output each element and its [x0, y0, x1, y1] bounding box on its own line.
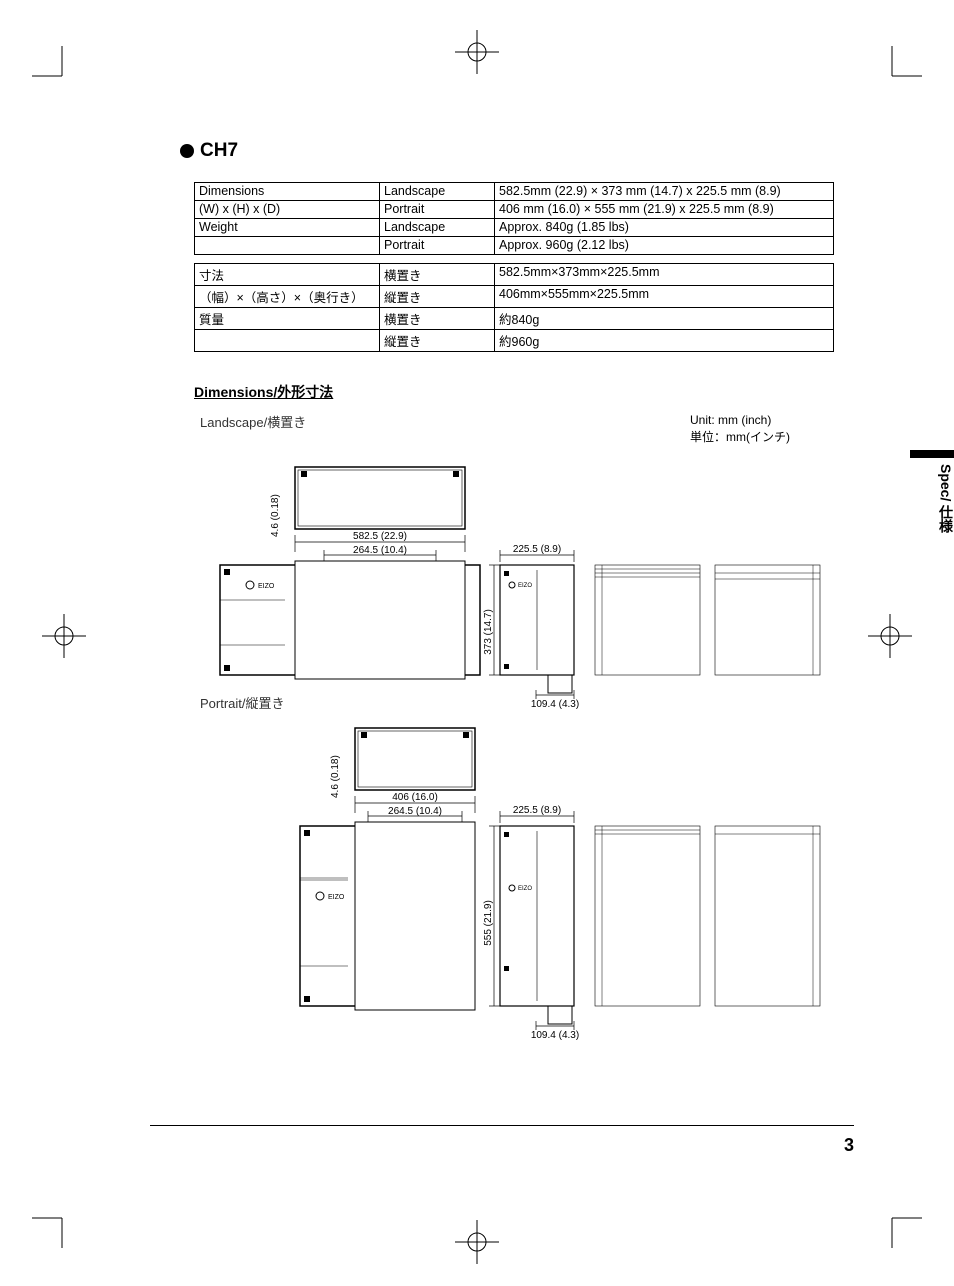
portrait-label: Portrait/縦置き: [200, 693, 830, 712]
svg-text:225.5 (8.9): 225.5 (8.9): [513, 805, 561, 816]
svg-text:406 (16.0): 406 (16.0): [392, 792, 438, 803]
table-row: WeightLandscapeApprox. 840g (1.85 lbs): [195, 219, 834, 237]
table-row: PortraitApprox. 960g (2.12 lbs): [195, 237, 834, 255]
portrait-diagram: 406 (16.0) 264.5 (10.4) 4.6 (0.18) EIZO: [200, 718, 830, 1038]
tab-label: Spec/ 仕様: [936, 464, 954, 533]
table-row: （幅）×（高さ）×（奥行き）縦置き406mm×555mm×225.5mm: [195, 286, 834, 308]
svg-text:264.5 (10.4): 264.5 (10.4): [353, 545, 407, 556]
table-row: DimensionsLandscape582.5mm (22.9) × 373 …: [195, 183, 834, 201]
svg-text:582.5 (22.9): 582.5 (22.9): [353, 531, 407, 542]
svg-text:109.4 (4.3): 109.4 (4.3): [531, 1030, 579, 1041]
svg-text:225.5 (8.9): 225.5 (8.9): [513, 544, 561, 555]
crop-top-left: [32, 46, 78, 92]
table-row: 縦置き約960g: [195, 330, 834, 352]
svg-text:4.6 (0.18): 4.6 (0.18): [330, 755, 341, 798]
section-heading: CH7: [180, 140, 830, 162]
reg-left: [42, 614, 86, 658]
page-content: CH7 DimensionsLandscape582.5mm (22.9) × …: [180, 140, 830, 1038]
svg-text:264.5 (10.4): 264.5 (10.4): [388, 806, 442, 817]
crop-bot-left: [32, 1202, 78, 1248]
reg-right: [868, 614, 912, 658]
svg-text:4.6 (0.18): 4.6 (0.18): [270, 494, 281, 537]
footer-rule: [150, 1125, 854, 1126]
table-row: (W) x (H) x (D)Portrait406 mm (16.0) × 5…: [195, 201, 834, 219]
svg-text:109.4 (4.3): 109.4 (4.3): [531, 699, 579, 710]
reg-bottom: [455, 1220, 499, 1264]
bullet-icon: [180, 144, 194, 158]
spec-table-jp: 寸法横置き582.5mm×373mm×225.5mm （幅）×（高さ）×（奥行き…: [194, 263, 834, 352]
svg-text:555 (21.9): 555 (21.9): [483, 900, 494, 946]
table-row: 質量横置き約840g: [195, 308, 834, 330]
landscape-diagram: 582.5 (22.9) 264.5 (10.4) 4.6 (0.18) EIZ…: [200, 437, 830, 687]
crop-bot-right: [876, 1202, 922, 1248]
crop-top-right: [876, 46, 922, 92]
table-row: 寸法横置き582.5mm×373mm×225.5mm: [195, 264, 834, 286]
tab-bar-icon: [910, 450, 954, 458]
unit-en: Unit: mm (inch): [690, 412, 790, 429]
svg-text:EIZO: EIZO: [258, 583, 275, 590]
reg-top: [455, 30, 499, 74]
svg-text:EIZO: EIZO: [328, 894, 345, 901]
side-tab: Spec/ 仕様: [900, 450, 954, 533]
svg-text:EIZO: EIZO: [518, 583, 532, 589]
heading-text: CH7: [200, 140, 238, 162]
svg-text:EIZO: EIZO: [518, 886, 532, 892]
dimensions-heading: Dimensions/外形寸法: [194, 382, 830, 402]
page-number: 3: [844, 1135, 854, 1156]
svg-text:373 (14.7): 373 (14.7): [483, 609, 494, 655]
spec-table-en: DimensionsLandscape582.5mm (22.9) × 373 …: [194, 182, 834, 255]
